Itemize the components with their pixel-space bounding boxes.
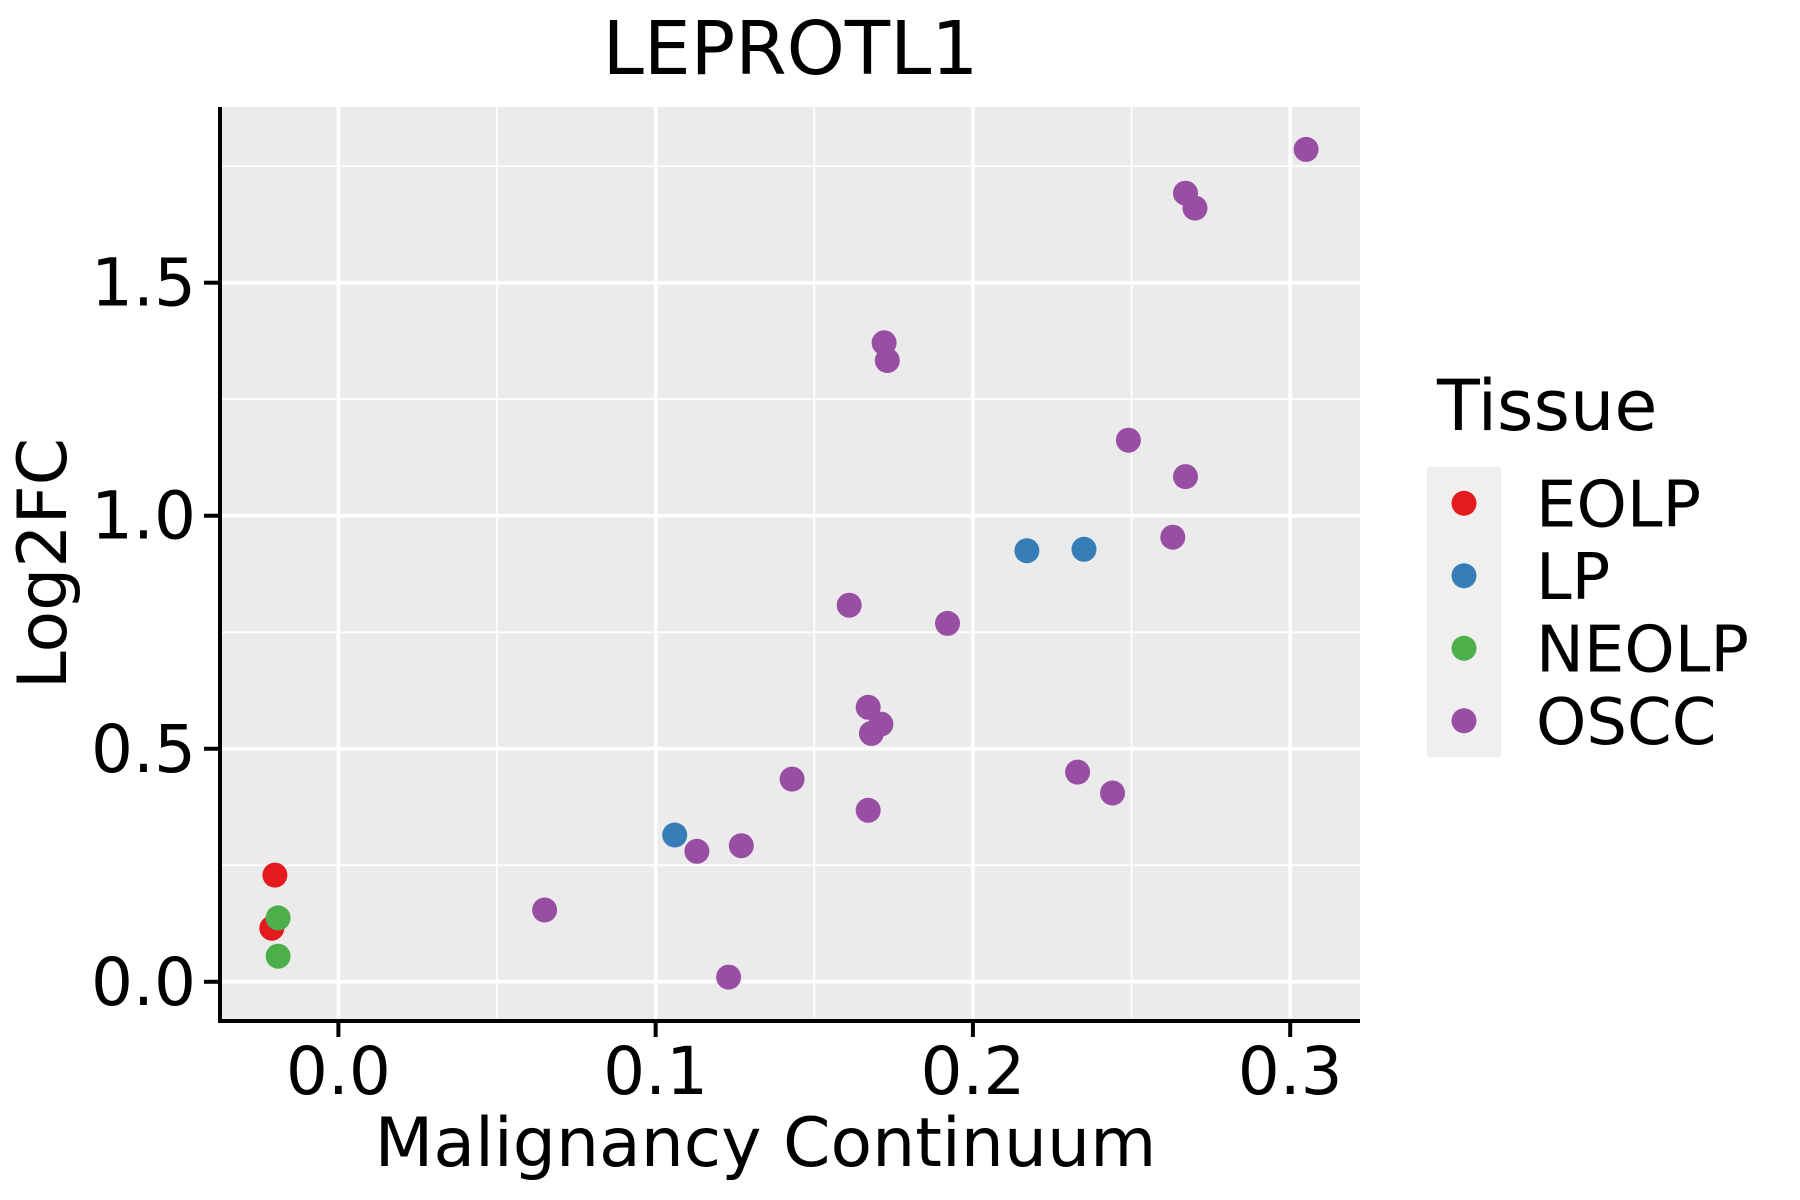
legend-swatch-LP (1451, 563, 1477, 589)
data-point (532, 897, 558, 923)
data-point (1173, 464, 1198, 490)
data-point (1293, 136, 1319, 162)
legend-swatch-EOLP (1451, 490, 1477, 516)
data-point (935, 610, 960, 636)
data-point (855, 797, 881, 823)
legend-item-label-NEOLP: NEOLP (1536, 613, 1749, 687)
x-axis-title: Malignancy Continuum (375, 1104, 1157, 1183)
y-axis-title: Log2FC (4, 438, 83, 689)
y-tick-label: 1.5 (91, 245, 196, 322)
legend-item-label-OSCC: OSCC (1536, 686, 1716, 760)
data-point (262, 862, 288, 888)
data-point (836, 592, 862, 618)
plot-panel (221, 107, 1360, 1020)
y-tick-label: 1.0 (91, 478, 196, 555)
data-point (265, 905, 291, 931)
x-tick-label: 0.0 (286, 1033, 391, 1110)
data-point (779, 766, 805, 792)
x-tick-label: 0.2 (920, 1033, 1025, 1110)
data-point (874, 348, 900, 373)
data-point (662, 822, 688, 848)
y-tick-label: 0.0 (91, 944, 196, 1021)
data-point (1065, 759, 1091, 785)
data-point (1182, 195, 1208, 221)
data-point (1014, 538, 1040, 564)
x-tick-label: 0.3 (1238, 1033, 1343, 1110)
data-point (1100, 780, 1125, 806)
legend-swatch-NEOLP (1451, 635, 1477, 661)
legend-swatch-OSCC (1451, 708, 1477, 734)
data-point (858, 720, 884, 746)
data-point (1160, 524, 1186, 550)
data-point (684, 838, 710, 864)
x-tick-label: 0.1 (603, 1033, 708, 1110)
plot-title: LEPROTL1 (603, 6, 979, 92)
data-point (1115, 427, 1141, 453)
data-point (716, 964, 742, 990)
data-point (265, 943, 291, 969)
legend-title: Tissue (1436, 365, 1657, 447)
data-point (1071, 536, 1097, 562)
data-point (728, 833, 754, 859)
y-tick-label: 0.5 (91, 711, 196, 788)
legend-item-label-LP: LP (1536, 541, 1610, 615)
legend-item-label-EOLP: EOLP (1536, 468, 1701, 542)
